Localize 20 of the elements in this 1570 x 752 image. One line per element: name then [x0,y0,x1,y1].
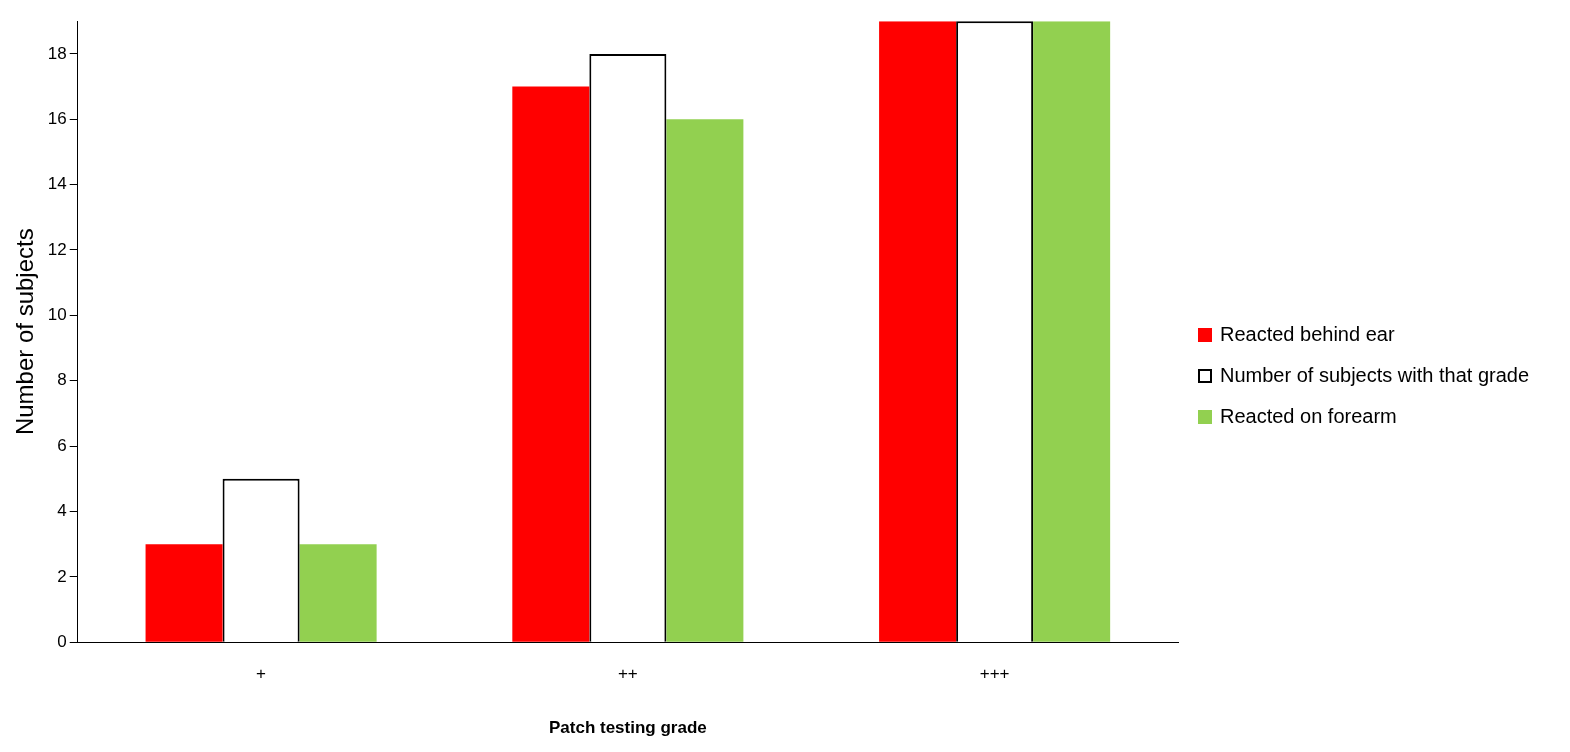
y-tick-label: 12 [47,239,67,259]
y-tick-label: 8 [57,370,67,390]
x-tick-label: + [256,664,267,684]
legend-label: Reacted behind ear [1220,323,1395,346]
y-tick-label: 4 [57,501,67,521]
legend-label: Reacted on forearm [1220,405,1397,428]
y-tick-label: 14 [47,174,67,194]
y-axis-title: Number of subjects [11,228,39,436]
bar [879,21,957,642]
y-tick-label: 16 [47,108,67,128]
x-tick-label: +++ [979,664,1010,684]
bar [1033,21,1111,642]
y-tick-label: 10 [47,305,67,325]
y-tick-label: 0 [57,631,67,651]
y-tick-label: 6 [57,435,67,455]
x-axis-title: Patch testing grade [548,718,707,738]
x-tick-label: ++ [617,664,638,684]
text: Number of subjects with that grade [1220,364,1530,387]
y-tick-label: 18 [47,43,67,63]
y-tick-label: 2 [57,566,67,586]
